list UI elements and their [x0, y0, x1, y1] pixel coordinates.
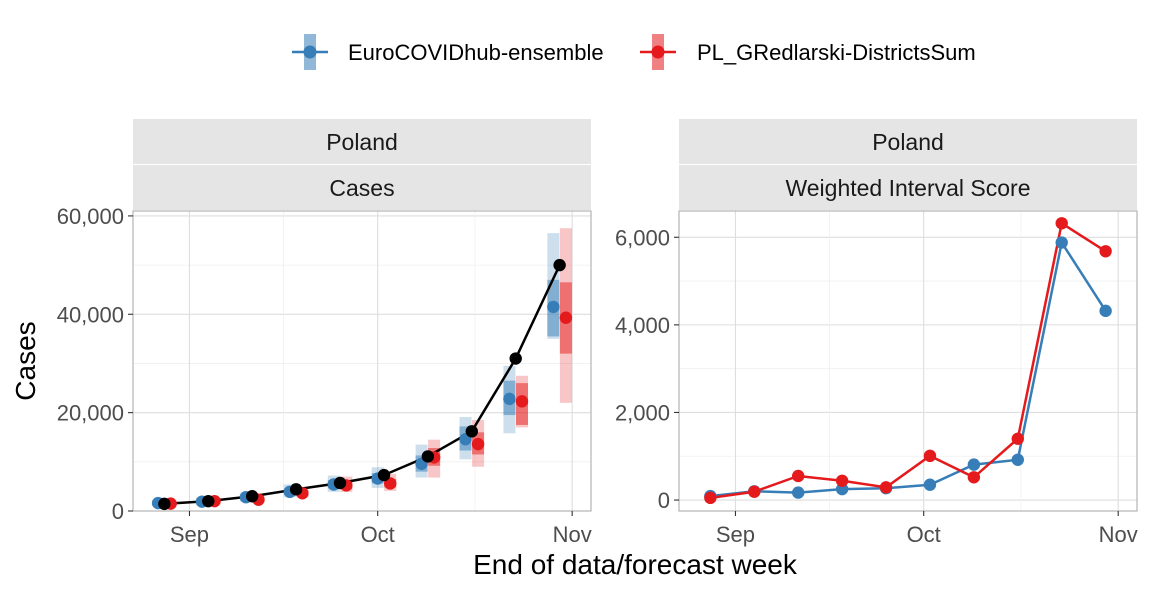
grid-cases: [133, 211, 591, 512]
marks-wis: [704, 217, 1112, 505]
median-point-redlarski: [471, 437, 485, 451]
strip-bottom-label-wis: Weighted Interval Score: [785, 175, 1030, 201]
legend-label-redlarski: PL_GRedlarski-DistrictsSum: [697, 40, 976, 65]
y-tick-label: 0: [112, 499, 124, 524]
panel-wis: Poland Weighted Interval Score 0 2,000 4,0…: [615, 119, 1138, 547]
panel-cases: Poland Cases 0 20,000 40,000 60,000 Sep Oct N…: [10, 119, 592, 547]
strip-top-cases: [133, 119, 591, 164]
marks-cases: [151, 228, 573, 511]
score-point-ensemble: [923, 478, 937, 491]
observed-point: [246, 490, 259, 503]
observed-point: [333, 476, 347, 490]
observed-point: [289, 483, 303, 496]
panel-border-cases: [132, 210, 592, 512]
x-ticks-wis: Sep Oct Nov: [716, 511, 1138, 547]
x-ticks-cases: Sep Oct Nov: [170, 511, 592, 547]
x-tick-label: Sep: [716, 522, 755, 547]
x-tick-label: Nov: [553, 522, 592, 547]
legend-key-redlarski-point: [651, 45, 665, 59]
observed-point: [202, 494, 215, 508]
legend-label-ensemble: EuroCOVIDhub-ensemble: [348, 40, 604, 65]
y-tick-label: 4,000: [615, 313, 670, 338]
y-tick-label: 2,000: [615, 400, 670, 425]
score-point-ensemble: [1099, 304, 1112, 318]
y-tick-label: 6,000: [615, 225, 670, 250]
strip-top-label-wis: Poland: [872, 129, 944, 155]
observed-point: [421, 450, 435, 463]
score-point-redlarski: [1055, 217, 1068, 230]
legend-item-redlarski: PL_GRedlarski-DistrictsSum: [640, 34, 976, 70]
observed-point: [465, 425, 478, 438]
median-point-redlarski: [515, 395, 529, 408]
y-tick-label: 0: [658, 488, 670, 513]
score-point-redlarski: [967, 471, 981, 484]
observed-point: [158, 497, 171, 511]
score-point-ensemble: [1055, 236, 1068, 249]
observed-point: [509, 352, 522, 365]
x-tick-label: Sep: [170, 522, 209, 547]
grid-wis: [679, 211, 1137, 511]
score-point-ensemble: [792, 486, 805, 499]
score-point-redlarski: [1011, 432, 1024, 445]
strip-top-wis: [679, 119, 1137, 164]
y-tick-label: 60,000: [57, 204, 124, 229]
score-point-redlarski: [792, 469, 805, 483]
median-point-ensemble: [503, 392, 516, 406]
legend-key-ensemble-point: [303, 45, 317, 59]
observed-point: [553, 258, 566, 272]
x-axis-title: End of data/forecast week: [473, 549, 798, 580]
score-point-redlarski: [879, 481, 893, 494]
x-tick-label: Oct: [907, 522, 941, 547]
strip-bottom-wis: [679, 165, 1137, 210]
strip-bottom-cases: [133, 165, 591, 210]
panel-border-wis: [678, 210, 1138, 512]
score-line-ensemble: [710, 239, 1107, 498]
score-point-redlarski: [748, 485, 761, 498]
y-ticks-wis: 0 2,000 4,000 6,000: [615, 225, 679, 513]
y-tick-label: 20,000: [57, 401, 124, 426]
y-tick-label: 40,000: [57, 302, 124, 327]
score-point-ensemble: [967, 458, 981, 471]
score-point-redlarski: [1099, 245, 1112, 258]
score-point-ensemble: [1011, 453, 1024, 466]
x-tick-label: Oct: [361, 522, 395, 547]
median-point-redlarski: [559, 311, 573, 324]
score-point-redlarski: [704, 491, 717, 505]
x-tick-label: Nov: [1099, 522, 1138, 547]
y-axis-title-cases: Cases: [10, 321, 41, 400]
observed-point: [377, 468, 391, 482]
legend: EuroCOVIDhub-ensemble PL_GRedlarski-Dist…: [292, 34, 976, 70]
legend-item-ensemble: EuroCOVIDhub-ensemble: [292, 34, 604, 70]
median-point-ensemble: [547, 300, 560, 314]
strip-bottom-label-cases: Cases: [329, 175, 394, 201]
y-ticks-cases: 0 20,000 40,000 60,000: [57, 204, 133, 524]
observed-line: [164, 264, 561, 506]
score-line-redlarski: [710, 221, 1107, 500]
score-point-redlarski: [835, 474, 849, 487]
score-point-redlarski: [923, 449, 937, 463]
strip-top-label-cases: Poland: [326, 129, 398, 155]
